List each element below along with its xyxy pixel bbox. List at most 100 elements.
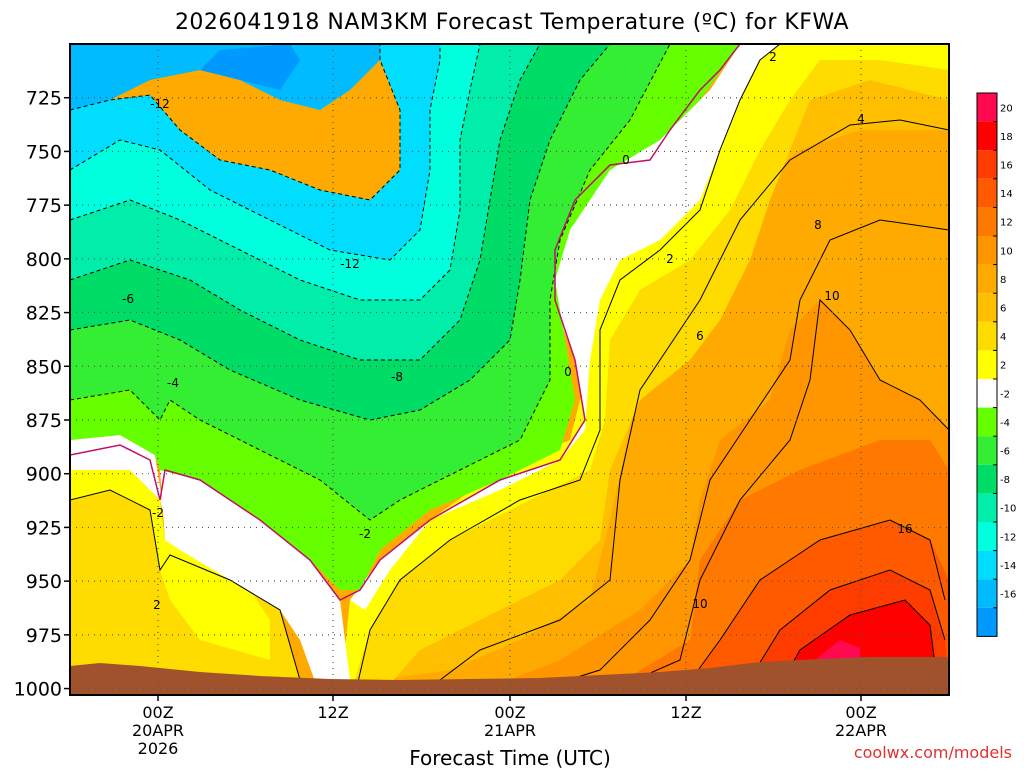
colorbar-label: 14 — [1000, 189, 1013, 200]
colorbar-swatch — [977, 150, 997, 179]
band-near-zero — [70, 44, 780, 695]
band-minus6-minus8 — [70, 44, 610, 420]
contour-neg — [70, 44, 481, 301]
colorbar-label: 8 — [1000, 275, 1006, 286]
x-tick-date: 20APR — [132, 721, 184, 740]
contour-neg — [70, 44, 611, 421]
contour-pos — [519, 219, 949, 695]
contour-neg — [70, 44, 671, 521]
contour-label: 0 — [622, 153, 630, 167]
x-tick-label: 12Z — [670, 703, 701, 722]
x-tick-label: 00Z — [142, 703, 173, 722]
temperature-field — [70, 44, 949, 695]
gridlines — [70, 44, 949, 695]
contour-label: 2 — [666, 252, 674, 266]
colorbar-label: 16 — [1000, 161, 1013, 172]
contour-pos — [679, 519, 946, 695]
colorbar-swatch — [977, 93, 997, 122]
colorbar-label: 6 — [1000, 304, 1006, 315]
band-minus8-minus10 — [70, 44, 540, 360]
colorbar-label: -8 — [1000, 475, 1010, 486]
band-minus10-minus12 — [70, 44, 480, 300]
x-tick-label: 00Z — [494, 703, 525, 722]
contour-label: 6 — [696, 329, 704, 343]
contour-pos — [419, 119, 949, 695]
y-tick-label: 900 — [26, 464, 62, 486]
contour-pos — [774, 599, 936, 695]
colorbar-swatch — [977, 407, 997, 437]
colorbar-swatch — [977, 236, 997, 265]
contour-zero — [70, 44, 741, 601]
y-tick-label: 1000 — [14, 679, 62, 701]
x-tick-label: 12Z — [317, 703, 348, 722]
band-0-2 — [70, 44, 949, 695]
contour-label: 10 — [824, 289, 839, 303]
colorbar-swatch — [977, 379, 997, 408]
contour-label: 10 — [692, 597, 707, 611]
colorbar-label: -10 — [1000, 504, 1016, 515]
x-tick-date: 21APR — [484, 721, 536, 740]
y-axis: 725 750 775 800 825 850 875 900 925 950 975 1000 — [14, 88, 70, 701]
y-tick-label: 850 — [26, 356, 62, 378]
y-tick-label: 975 — [26, 625, 62, 647]
colorbar-label: -2 — [1000, 389, 1010, 400]
colorbar-frame — [976, 92, 998, 637]
colorbar-swatch — [977, 264, 997, 294]
colorbar-swatch — [977, 550, 997, 580]
contour-label: 8 — [814, 218, 822, 232]
colorbar-swatch — [977, 207, 997, 236]
colorbar-swatch — [977, 579, 997, 608]
contour-label: 2 — [153, 598, 161, 612]
colorbar-swatch — [977, 607, 997, 637]
contour-neg — [70, 44, 401, 201]
x-tick-date: 22APR — [835, 721, 887, 740]
colorbar-label: 12 — [1000, 218, 1013, 229]
colorbar-label: 20 — [1000, 103, 1013, 114]
band-minus12-minus14 — [70, 44, 440, 260]
band-minus14-minus16 — [70, 44, 380, 110]
colorbar-label: -6 — [1000, 447, 1010, 458]
credit-text: coolwx.com/models — [854, 743, 1012, 762]
contour-label: -6 — [122, 292, 134, 306]
y-tick-label: 950 — [26, 571, 62, 593]
colorbar-label: -16 — [1000, 590, 1016, 601]
colorbar-label: 18 — [1000, 132, 1013, 143]
contour-neg — [70, 44, 541, 361]
colorbar-swatch — [977, 436, 997, 465]
contour-lines — [70, 44, 949, 695]
contour-neg — [70, 44, 441, 261]
colorbar-swatch — [977, 293, 997, 322]
colorbar-swatch — [977, 522, 997, 551]
contour-pos — [739, 569, 946, 695]
y-tick-label: 750 — [26, 141, 62, 163]
contour-label: -2 — [152, 506, 164, 520]
colorbar: 20 18 16 14 12 10 8 6 4 2 -2 -4 -6 -8 -10 -12 -14 -16 — [976, 92, 1016, 637]
colorbar-label: -4 — [1000, 418, 1010, 429]
contour-label: 0 — [564, 365, 572, 379]
contour-label: -8 — [391, 370, 403, 384]
contour-label: 16 — [897, 522, 912, 536]
contour-label: 2 — [769, 50, 777, 64]
contour-pos — [70, 489, 301, 681]
chart-title: 2026041918 NAM3KM Forecast Temperature (… — [175, 10, 849, 35]
band-minus2-minus4 — [70, 44, 740, 590]
x-axis-label: Forecast Time (UTC) — [409, 746, 611, 768]
y-tick-label: 800 — [26, 249, 62, 271]
contour-labels: -12 -12 -6 -4 -8 -2 -2 0 0 2 2 2 4 6 8 10 10 16 — [122, 50, 913, 612]
y-tick-label: 725 — [26, 88, 62, 110]
contour-pos — [354, 44, 781, 695]
colorbar-label: -12 — [1000, 532, 1016, 543]
contour-label: -4 — [167, 376, 179, 390]
contour-pos — [599, 298, 949, 695]
colorbar-swatch — [977, 493, 997, 522]
contour-label: 4 — [857, 112, 865, 126]
y-tick-label: 825 — [26, 303, 62, 325]
colorbar-label: 2 — [1000, 361, 1006, 372]
colorbar-label: -14 — [1000, 561, 1016, 572]
colorbar-swatch — [977, 350, 997, 379]
y-tick-label: 875 — [26, 410, 62, 432]
contour-label: -2 — [359, 527, 371, 541]
contour-label: -12 — [150, 97, 170, 111]
